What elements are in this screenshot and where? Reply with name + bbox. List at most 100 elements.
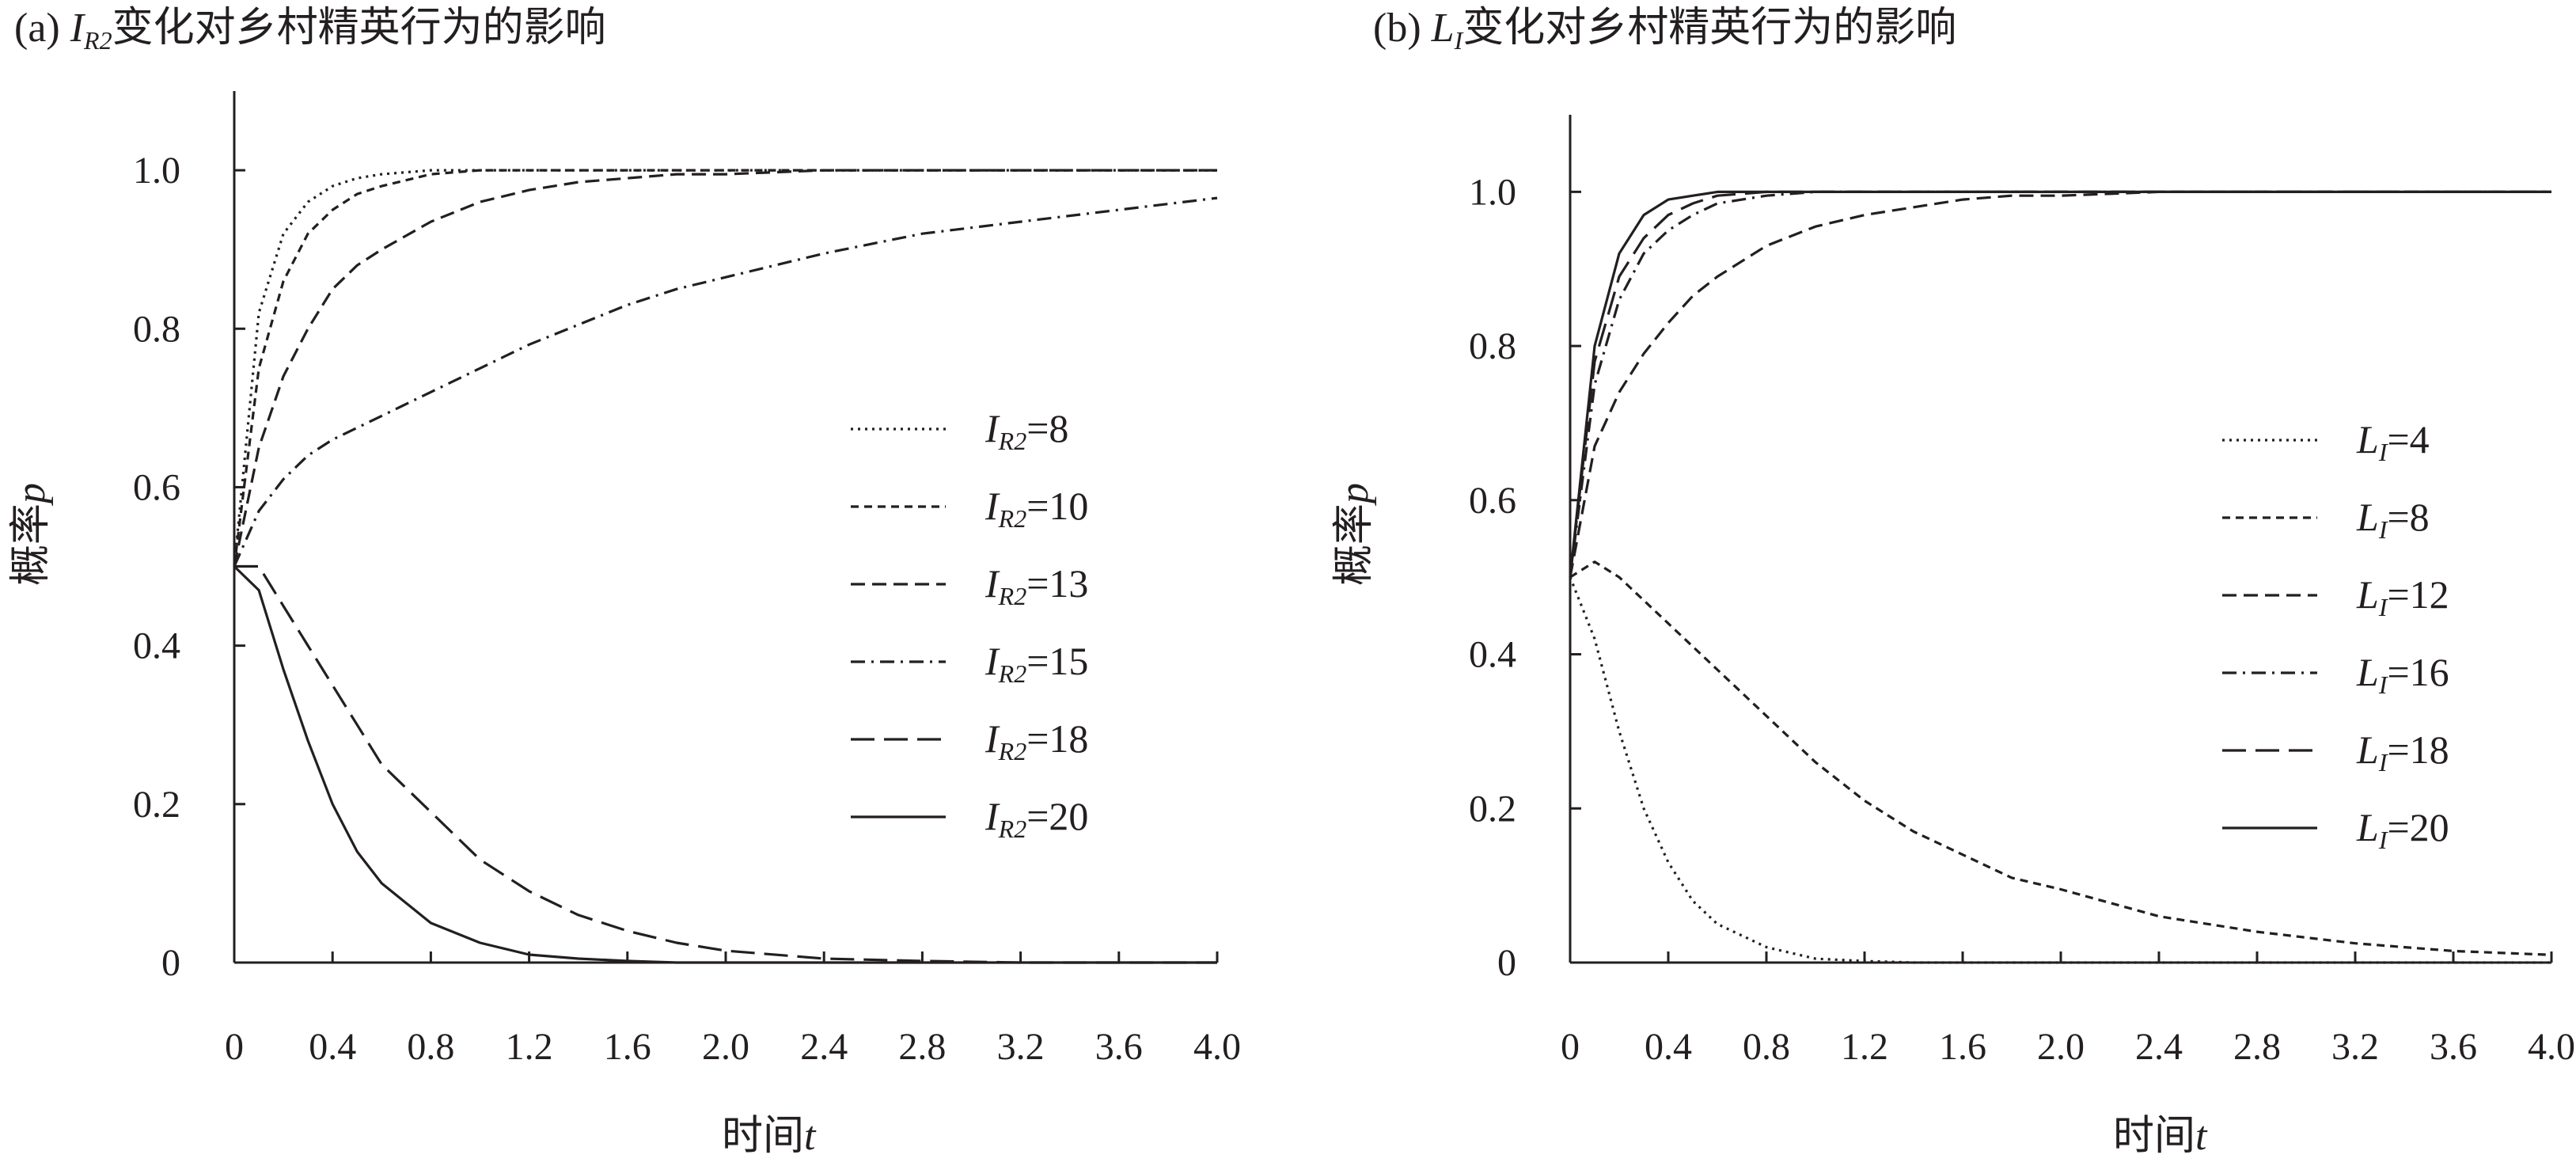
y-tick-label: 0.8 [133,308,180,350]
legend-value: =18 [1026,716,1088,761]
legend-variable-subscript: R2 [998,582,1027,610]
y-tick-label: 1.0 [1469,171,1516,213]
title-text: 变化对乡村精英行为的影响 [1463,6,1956,51]
legend-value: =8 [1026,406,1068,450]
series-line-v15 [233,196,1218,568]
title-variable-subscript: I [1454,26,1464,55]
legend-entry-label: LI=4 [2356,417,2430,466]
legend-entry-label: IR2=10 [984,484,1088,533]
legend-entry-label: IR2=20 [984,794,1088,843]
y-axis-label: 概率p [9,483,54,586]
legend-entry-label: LI=20 [2356,805,2449,854]
y-tick-label: 0.6 [1469,480,1516,522]
legend-entry-label: LI=18 [2356,727,2449,777]
series-line-v20 [1569,190,2551,578]
x-axis-label: 时间t [2113,1114,2208,1159]
x-tick-label: 4.0 [2528,1026,2575,1068]
legend-entry-label: IR2=18 [984,716,1088,765]
legend-value: =8 [2387,495,2429,539]
x-tick-label: 2.0 [702,1026,749,1068]
x-tick-label: 2.4 [2135,1026,2183,1068]
legend-value: =20 [2387,805,2449,849]
y-axis-label-text: 概率 [9,503,54,586]
series-line-v18 [234,564,1217,964]
legend-entry-label: LI=8 [2356,495,2430,544]
x-tick-label: 1.6 [604,1026,651,1068]
x-axis-label-variable: t [2195,1114,2208,1159]
legend-value: =4 [2387,417,2429,461]
series-line-v4 [1569,576,2551,964]
legend-variable-subscript: I [2378,593,2388,621]
x-tick-label: 0 [225,1026,244,1068]
x-tick-label: 2.4 [800,1026,848,1068]
legend-entry-label: IR2=8 [984,406,1068,455]
legend-entry-label: LI=12 [2356,572,2449,621]
legend-entry-label: IR2=13 [984,561,1088,610]
legend-variable: L [2356,805,2379,849]
legend-variable-subscript: I [2378,438,2388,466]
x-tick-label: 1.2 [506,1026,553,1068]
x-tick-label: 0.4 [1645,1026,1692,1068]
y-tick-label: 0.4 [133,625,180,667]
legend-variable: L [2356,572,2379,617]
legend-variable: L [2356,727,2379,772]
title-variable: L [1431,6,1455,51]
legend-value: =10 [1026,484,1088,528]
legend-variable-subscript: I [2378,748,2388,777]
x-tick-label: 3.2 [2331,1026,2379,1068]
x-axis-label: 时间t [722,1114,817,1159]
x-tick-label: 0.8 [407,1026,454,1068]
legend-variable: I [984,639,1000,683]
legend-value: =15 [1026,639,1088,683]
legend-variable: I [984,561,1000,606]
legend-variable: L [2356,650,2379,694]
y-tick-label: 0.6 [133,466,180,508]
y-tick-label: 0.2 [1469,788,1516,830]
y-axis-label-variable: p [9,483,54,507]
x-tick-label: 0.8 [1743,1026,1790,1068]
x-tick-label: 4.0 [1193,1026,1241,1068]
legend-value: =20 [1026,794,1088,838]
x-tick-label: 1.2 [1841,1026,1888,1068]
panel-label: (b) [1373,6,1432,51]
series-line-v20 [233,565,1217,964]
series-line-v13 [233,169,1217,567]
legend-variable: L [2356,417,2379,461]
x-tick-label: 3.2 [997,1026,1045,1068]
legend-variable: I [984,716,1000,761]
series-line-v16 [1569,190,2551,578]
legend-value: =12 [2387,572,2449,617]
legend-value: =16 [2387,650,2449,694]
legend-entry-label: LI=16 [2356,650,2449,699]
y-axis-label: 概率p [1332,483,1377,586]
series-line-v8 [1569,560,2552,956]
title-variable: I [70,6,86,51]
title-text: 变化对乡村精英行为的影响 [112,6,606,51]
legend-variable: L [2356,495,2379,539]
x-axis-label-text: 时间 [722,1114,804,1159]
legend-variable-subscript: R2 [998,427,1027,455]
series-line-v10 [233,169,1217,567]
y-tick-label: 0.2 [133,784,180,826]
x-axis-label-variable: t [804,1114,817,1159]
panel-label: (a) [14,6,70,51]
legend-variable-subscript: I [2378,515,2388,544]
legend-variable-subscript: R2 [998,815,1027,843]
x-tick-label: 0.4 [309,1026,356,1068]
legend-value: =18 [2387,727,2449,772]
chart-title: (b) LI变化对乡村精英行为的影响 [1373,6,1956,55]
legend-variable-subscript: R2 [998,737,1027,765]
y-tick-label: 1.0 [133,150,180,192]
legend-variable: I [984,484,1000,528]
x-tick-label: 2.0 [2037,1026,2085,1068]
legend-variable-subscript: R2 [998,504,1027,533]
legend-variable-subscript: R2 [998,659,1027,688]
x-axis-label-text: 时间 [2113,1114,2195,1159]
y-axis-label-text: 概率 [1332,503,1377,586]
x-tick-label: 3.6 [1095,1026,1143,1068]
y-tick-label: 0 [1497,942,1516,984]
legend-value: =13 [1026,561,1088,606]
